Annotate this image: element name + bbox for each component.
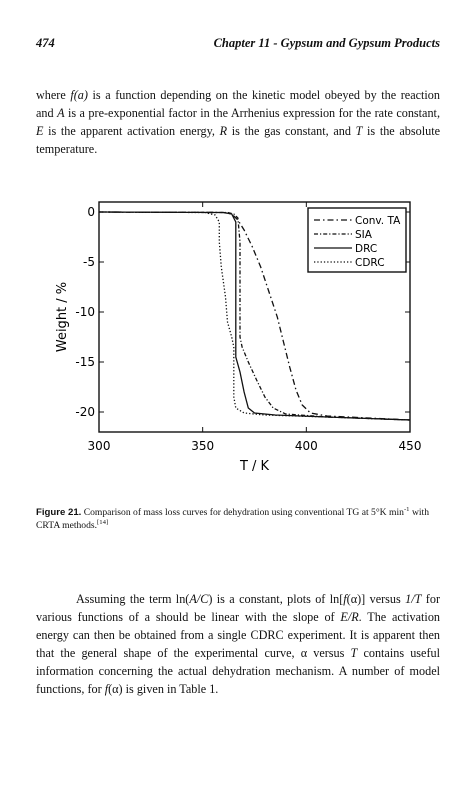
y-tick-label: -15	[75, 355, 95, 369]
mass-loss-chart: 300 350 400 450 0 -5 -10 -15 -20 T / K Weight / % C…	[55, 201, 422, 474]
series-line-drc	[98, 211, 411, 421]
x-tick-label: 450	[399, 439, 422, 453]
plot-frame	[98, 201, 411, 433]
legend-label: CDRC	[355, 257, 385, 269]
y-tick-label: 0	[87, 205, 95, 219]
paragraph-1: where f(a) is a function depending on th…	[36, 88, 440, 157]
legend-label: Conv. TA	[355, 215, 401, 227]
page-header: 474 Chapter 11 - Gypsum and Gypsum Produ…	[36, 36, 440, 56]
y-tick-label: -10	[75, 305, 95, 319]
y-axis-label: Weight / %	[55, 282, 70, 352]
x-tick-label: 300	[88, 439, 111, 453]
chapter-title: Chapter 11 - Gypsum and Gypsum Products	[213, 36, 440, 50]
legend-box	[307, 207, 407, 273]
series-line-conv-ta	[98, 211, 411, 421]
paragraph-2: Assuming the term ln(A/C) is a constant,…	[36, 592, 441, 697]
legend-label: DRC	[355, 243, 377, 255]
figure-caption: Figure 21. Comparison of mass loss curve…	[36, 505, 430, 531]
legend-label: SIA	[355, 229, 373, 241]
x-tick-label: 350	[191, 439, 214, 453]
caption-label: Figure 21.	[36, 507, 82, 518]
page-number: 474	[36, 36, 55, 50]
y-tick-label: -20	[75, 405, 95, 419]
y-tick-label: -5	[83, 255, 95, 269]
x-tick-label: 400	[295, 439, 318, 453]
x-axis-label: T / K	[239, 459, 270, 474]
